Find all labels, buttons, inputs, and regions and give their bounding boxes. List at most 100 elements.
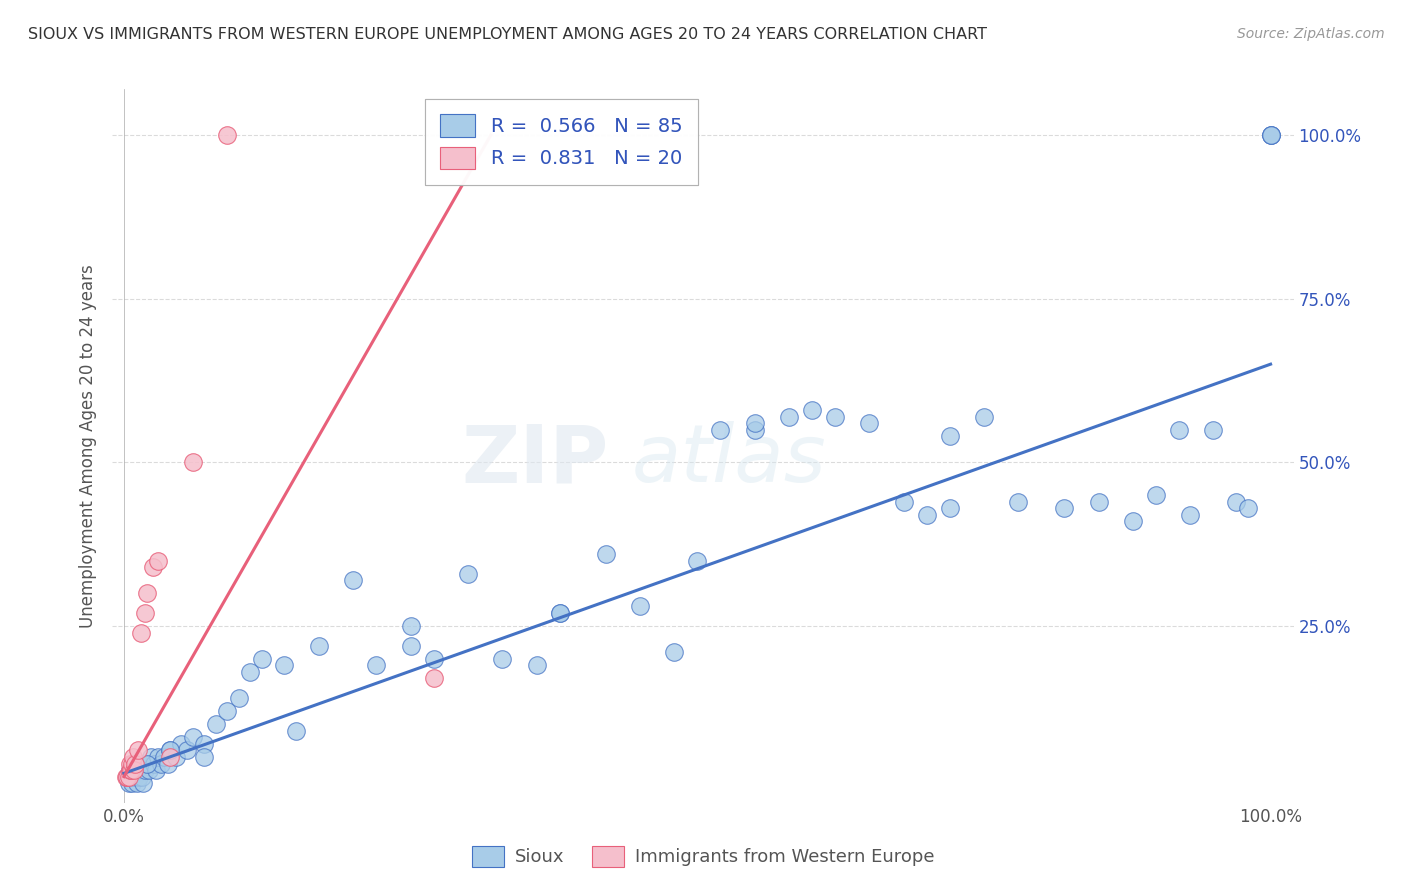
Point — [135, 756, 157, 771]
Point — [122, 750, 145, 764]
Point — [142, 560, 165, 574]
Point — [176, 743, 198, 757]
Point — [1260, 128, 1282, 142]
Point — [938, 429, 960, 443]
Point — [342, 573, 364, 587]
Point — [526, 658, 548, 673]
Point — [127, 763, 149, 777]
Text: ZIP: ZIP — [461, 421, 609, 500]
Point — [181, 455, 204, 469]
Point — [686, 553, 709, 567]
Point — [628, 599, 651, 614]
Point — [548, 606, 571, 620]
Point — [159, 750, 181, 764]
Point — [1007, 494, 1029, 508]
Point — [1225, 494, 1247, 508]
Point — [709, 423, 731, 437]
Point — [778, 409, 800, 424]
Point — [124, 770, 146, 784]
Point — [1180, 508, 1202, 522]
Point — [122, 770, 145, 784]
Legend: R =  0.566   N = 85, R =  0.831   N = 20: R = 0.566 N = 85, R = 0.831 N = 20 — [425, 99, 697, 185]
Point — [548, 606, 571, 620]
Point — [1122, 514, 1144, 528]
Point — [129, 756, 152, 771]
Point — [117, 770, 139, 784]
Point — [121, 763, 143, 777]
Point — [973, 409, 995, 424]
Point — [399, 619, 422, 633]
Point — [193, 750, 215, 764]
Point — [422, 652, 444, 666]
Point — [915, 508, 938, 522]
Point — [938, 501, 960, 516]
Point — [118, 763, 141, 777]
Point — [149, 756, 172, 771]
Point — [135, 586, 157, 600]
Point — [744, 423, 766, 437]
Point — [118, 763, 141, 777]
Point — [135, 756, 157, 771]
Point — [250, 652, 273, 666]
Point — [217, 128, 239, 142]
Point — [858, 416, 880, 430]
Point — [824, 409, 846, 424]
Point — [156, 756, 179, 771]
Point — [120, 770, 142, 784]
Point — [122, 763, 145, 777]
Point — [132, 776, 155, 790]
Point — [117, 776, 139, 790]
Point — [159, 743, 181, 757]
Point — [170, 737, 193, 751]
Point — [1144, 488, 1167, 502]
Point — [148, 553, 170, 567]
Point — [120, 763, 142, 777]
Point — [217, 704, 239, 718]
Point — [122, 770, 145, 784]
Point — [142, 756, 165, 771]
Point — [117, 770, 139, 784]
Point — [118, 770, 141, 784]
Point — [595, 547, 617, 561]
Point — [1167, 423, 1189, 437]
Point — [1260, 128, 1282, 142]
Point — [664, 645, 686, 659]
Point — [1202, 423, 1225, 437]
Text: SIOUX VS IMMIGRANTS FROM WESTERN EUROPE UNEMPLOYMENT AMONG AGES 20 TO 24 YEARS C: SIOUX VS IMMIGRANTS FROM WESTERN EUROPE … — [28, 27, 987, 42]
Point — [148, 750, 170, 764]
Point — [181, 731, 204, 745]
Point — [145, 763, 167, 777]
Point — [124, 763, 146, 777]
Point — [121, 776, 143, 790]
Point — [744, 416, 766, 430]
Point — [122, 756, 145, 771]
Point — [228, 691, 250, 706]
Point — [239, 665, 262, 679]
Point — [134, 763, 156, 777]
Point — [284, 723, 307, 738]
Point — [800, 403, 823, 417]
Point — [127, 743, 149, 757]
Point — [153, 750, 176, 764]
Point — [1260, 128, 1282, 142]
Point — [193, 737, 215, 751]
Point — [308, 639, 330, 653]
Point — [204, 717, 226, 731]
Text: Source: ZipAtlas.com: Source: ZipAtlas.com — [1237, 27, 1385, 41]
Point — [457, 566, 479, 581]
Point — [134, 606, 156, 620]
Point — [115, 770, 138, 784]
Point — [273, 658, 295, 673]
Point — [165, 750, 187, 764]
Point — [141, 750, 163, 764]
Point — [138, 763, 160, 777]
Point — [129, 763, 152, 777]
Point — [159, 743, 181, 757]
Point — [1236, 501, 1258, 516]
Y-axis label: Unemployment Among Ages 20 to 24 years: Unemployment Among Ages 20 to 24 years — [79, 264, 97, 628]
Text: atlas: atlas — [633, 421, 827, 500]
Point — [124, 756, 146, 771]
Point — [131, 770, 153, 784]
Point — [121, 756, 143, 771]
Point — [1053, 501, 1076, 516]
